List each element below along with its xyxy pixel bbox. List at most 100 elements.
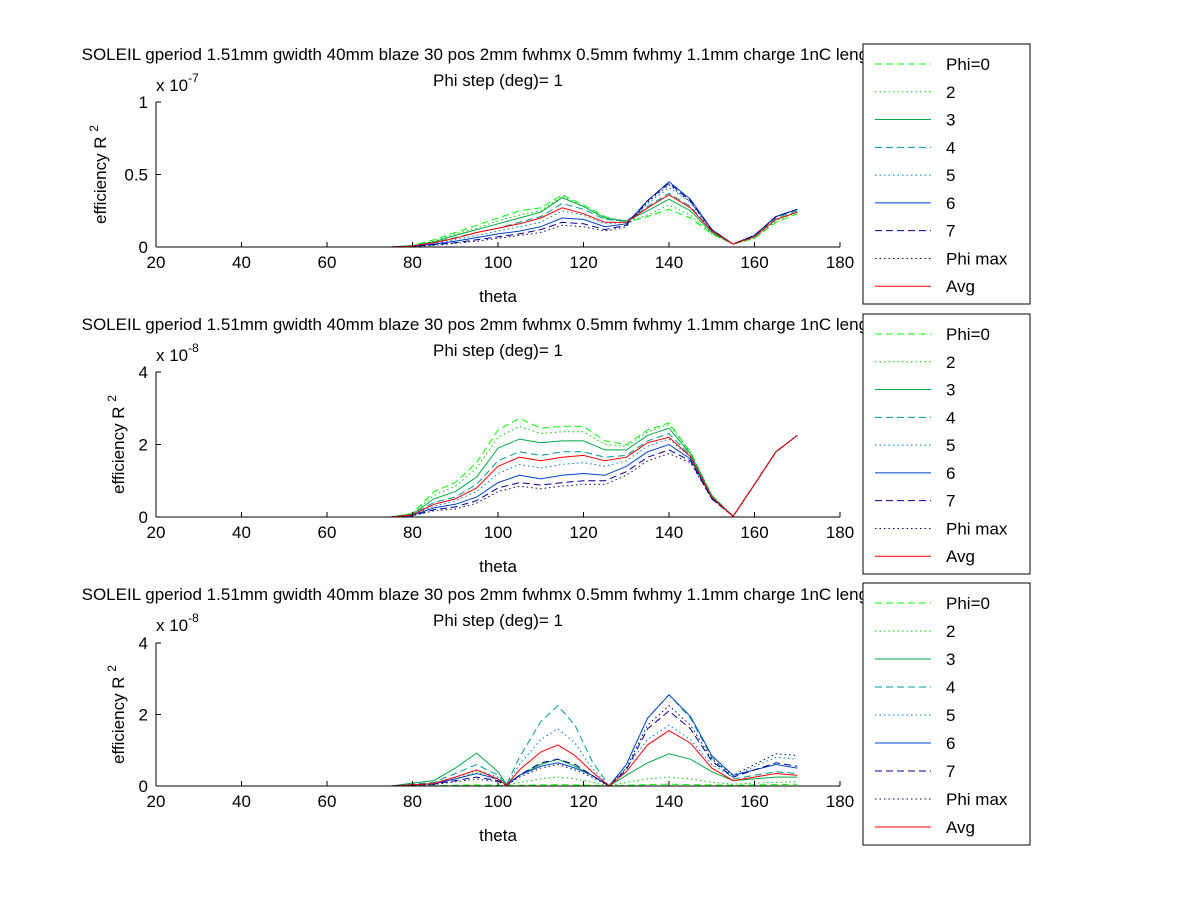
x-tick-label: 20	[147, 792, 166, 811]
x-tick-label: 60	[318, 253, 337, 272]
y-exponent-label: x 10-8	[156, 611, 199, 635]
series-line-avg	[198, 435, 798, 518]
legend-label: 5	[946, 706, 955, 725]
x-tick-label: 100	[484, 253, 512, 272]
chart-panel-2: SOLEIL gperiod 1.51mm gwidth 40mm blaze …	[82, 313, 1031, 576]
x-tick-label: 80	[403, 253, 422, 272]
x-tick-label: 100	[484, 792, 512, 811]
x-tick-label: 80	[403, 523, 422, 542]
chart-subtitle: Phi step (deg)= 1	[433, 611, 563, 630]
series-line-3	[198, 752, 798, 787]
x-tick-label: 160	[740, 253, 768, 272]
y-axis-title: efficiency R 2	[105, 665, 128, 764]
legend-label: 3	[946, 381, 955, 400]
legend-label: Phi max	[946, 790, 1008, 809]
x-tick-label: 140	[655, 523, 683, 542]
legend-label: 7	[946, 492, 955, 511]
legend-label: 6	[946, 194, 955, 213]
series-line-7	[198, 710, 798, 787]
legend-label: 2	[946, 353, 955, 372]
legend-label: Avg	[946, 818, 975, 837]
y-tick-label: 0	[139, 508, 148, 527]
series-line-5	[198, 435, 798, 518]
series-line-5	[198, 724, 798, 787]
x-tick-label: 140	[655, 253, 683, 272]
legend-label: 5	[946, 436, 955, 455]
legend-label: Phi max	[946, 249, 1008, 268]
series-line-phi-max	[198, 704, 798, 787]
series-line-phi0	[198, 783, 798, 787]
series-group	[198, 181, 798, 248]
series-line-4	[198, 694, 798, 787]
panels: SOLEIL gperiod 1.51mm gwidth 40mm blaze …	[82, 43, 1031, 846]
x-tick-label: 120	[569, 792, 597, 811]
series-group	[198, 417, 798, 518]
chart-subtitle: Phi step (deg)= 1	[433, 341, 563, 360]
series-line-avg	[198, 730, 798, 787]
legend-box	[862, 582, 1031, 846]
y-exponent-label: x 10-7	[156, 71, 199, 95]
y-axis-title: efficiency R 2	[105, 395, 128, 494]
x-tick-label: 160	[740, 523, 768, 542]
legend-label: 3	[946, 650, 955, 669]
series-group	[198, 694, 798, 787]
legend: Phi=0 2 3 4 5 6 7 Phi max Avg	[862, 313, 1031, 575]
x-tick-label: 80	[403, 792, 422, 811]
x-tick-label: 140	[655, 792, 683, 811]
legend-label: 3	[946, 111, 955, 130]
x-tick-label: 60	[318, 523, 337, 542]
chart-title: SOLEIL gperiod 1.51mm gwidth 40mm blaze …	[82, 315, 915, 334]
legend-label: 5	[946, 166, 955, 185]
series-line-2	[198, 771, 798, 787]
x-tick-label: 60	[318, 792, 337, 811]
legend-label: 2	[946, 83, 955, 102]
y-tick-label: 4	[139, 363, 148, 382]
x-tick-label: 40	[232, 253, 251, 272]
x-tick-label: 160	[740, 792, 768, 811]
y-exponent-label: x 10-8	[156, 341, 199, 365]
x-tick-label: 40	[232, 523, 251, 542]
legend-label: Phi=0	[946, 55, 990, 74]
x-tick-label: 120	[569, 523, 597, 542]
legend: Phi=0 2 3 4 5 6 7 Phi max Avg	[862, 582, 1031, 846]
y-tick-label: 0.5	[124, 166, 148, 185]
legend-box	[862, 313, 1031, 575]
y-tick-label: 4	[139, 634, 148, 653]
x-axis-title: theta	[479, 826, 517, 845]
legend-label: 6	[946, 464, 955, 483]
x-tick-label: 180	[826, 523, 854, 542]
legend-label: 7	[946, 222, 955, 241]
x-tick-label: 20	[147, 253, 166, 272]
chart-title: SOLEIL gperiod 1.51mm gwidth 40mm blaze …	[82, 45, 915, 64]
x-axis-title: theta	[479, 557, 517, 576]
chart-panel-3: SOLEIL gperiod 1.51mm gwidth 40mm blaze …	[82, 582, 1031, 846]
legend-label: 2	[946, 622, 955, 641]
y-tick-label: 0	[139, 777, 148, 796]
y-axis-title: efficiency R 2	[87, 125, 110, 224]
chart-panel-1: SOLEIL gperiod 1.51mm gwidth 40mm blaze …	[82, 43, 1031, 306]
legend-label: Phi=0	[946, 325, 990, 344]
x-tick-label: 40	[232, 792, 251, 811]
legend-label: 4	[946, 678, 955, 697]
legend-label: 7	[946, 762, 955, 781]
x-tick-label: 20	[147, 523, 166, 542]
series-line-7	[198, 435, 798, 518]
legend-label: Phi max	[946, 519, 1008, 538]
legend-label: 4	[946, 138, 955, 157]
y-tick-label: 2	[139, 436, 148, 455]
y-tick-label: 1	[139, 93, 148, 112]
legend-label: 4	[946, 408, 955, 427]
legend-label: Avg	[946, 277, 975, 296]
x-tick-label: 180	[826, 253, 854, 272]
series-line-6	[198, 694, 798, 787]
y-tick-label: 0	[139, 238, 148, 257]
legend-label: Avg	[946, 547, 975, 566]
series-line-avg	[198, 194, 798, 248]
legend: Phi=0 2 3 4 5 6 7 Phi max Avg	[862, 43, 1031, 305]
x-tick-label: 100	[484, 523, 512, 542]
y-tick-label: 2	[139, 706, 148, 725]
legend-label: 6	[946, 734, 955, 753]
x-tick-label: 180	[826, 792, 854, 811]
x-axis-title: theta	[479, 287, 517, 306]
